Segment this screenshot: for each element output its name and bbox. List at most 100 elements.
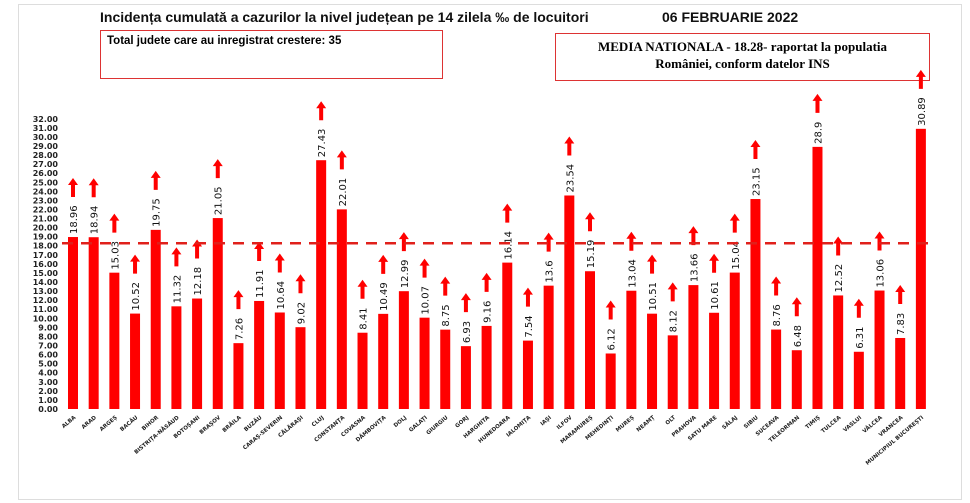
value-label-bg [67, 201, 79, 236]
up-arrow-icon [522, 287, 533, 307]
up-arrow-icon [647, 254, 658, 274]
y-tick-label: 4.00 [38, 369, 58, 378]
bar [419, 317, 430, 409]
y-tick-label: 18.00 [33, 242, 59, 251]
bar [460, 346, 471, 409]
up-arrow-icon [88, 178, 99, 198]
bar [543, 285, 554, 409]
value-label-bg [521, 310, 534, 339]
value-label: 10.49 [379, 282, 390, 311]
x-tick-label: BRĂILA [221, 414, 243, 434]
value-label: 7.54 [524, 315, 535, 337]
value-label-bg [170, 270, 183, 305]
up-arrow-icon [378, 254, 389, 274]
bar [874, 290, 885, 409]
y-tick-label: 23.00 [33, 196, 59, 205]
y-tick-label: 19.00 [33, 233, 59, 242]
up-arrow-icon [543, 232, 554, 252]
value-label-bg [377, 277, 390, 312]
value-label-bg [708, 276, 721, 311]
up-arrow-icon [109, 213, 120, 233]
y-tick-label: 7.00 [38, 342, 58, 351]
x-tick-label: ILFOV [556, 414, 574, 431]
value-label: 13.04 [627, 259, 638, 288]
y-tick-label: 30.00 [33, 133, 59, 142]
x-tick-label: ARGEȘ [99, 415, 119, 433]
value-label-bg [687, 249, 700, 284]
bar [791, 350, 802, 409]
bar [336, 209, 347, 409]
up-arrow-icon [357, 279, 368, 299]
value-label-bg [542, 255, 555, 284]
y-tick-label: 12.00 [33, 296, 59, 305]
value-label: 11.32 [172, 275, 183, 304]
bar [585, 271, 595, 409]
value-label-bg [894, 307, 907, 336]
value-label-bg [191, 262, 204, 297]
bar [564, 195, 575, 409]
value-label: 12.18 [193, 267, 204, 296]
up-arrow-icon [254, 241, 265, 261]
value-label: 10.51 [648, 282, 659, 311]
value-label-bg [87, 201, 100, 236]
national-average-box: MEDIA NATIONALA - 18.28- raportat la pop… [555, 33, 930, 81]
up-arrow-icon [750, 140, 761, 160]
bar [68, 237, 78, 409]
y-tick-label: 14.00 [33, 278, 59, 287]
value-label: 23.54 [565, 164, 576, 193]
up-arrow-icon [316, 101, 327, 121]
up-arrow-icon [585, 212, 595, 232]
up-arrow-icon [853, 298, 864, 318]
bar [440, 329, 451, 409]
bar [150, 229, 161, 409]
value-label: 22.01 [338, 178, 349, 207]
value-label: 10.52 [131, 282, 142, 311]
value-label: 18.96 [69, 205, 80, 234]
bar [398, 291, 409, 409]
y-tick-label: 0.00 [38, 405, 58, 414]
value-label-bg [294, 297, 307, 326]
bar [212, 218, 223, 409]
increase-count-box: Total judete care au inregistrat crester… [100, 30, 443, 79]
value-label-bg [480, 295, 493, 324]
up-arrow-icon [68, 178, 78, 198]
value-label-bg [211, 182, 224, 217]
up-arrow-icon [398, 232, 409, 252]
value-label: 8.76 [772, 304, 783, 326]
up-arrow-icon [212, 159, 223, 179]
value-label: 6.12 [607, 328, 618, 350]
value-label: 8.41 [359, 307, 370, 329]
value-label: 10.64 [276, 281, 287, 310]
bar [522, 340, 533, 409]
value-label: 9.16 [483, 301, 494, 323]
y-tick-label: 24.00 [33, 187, 59, 196]
x-tick-label: GIURGIU [426, 415, 450, 436]
value-label-bg [666, 305, 679, 334]
value-label-bg [418, 281, 431, 316]
value-label: 8.12 [669, 310, 680, 332]
bar [626, 290, 637, 409]
y-tick-label: 13.00 [33, 287, 59, 296]
y-tick-label: 27.00 [33, 160, 59, 169]
up-arrow-icon [605, 300, 616, 320]
x-tick-label: DOLJ [393, 415, 408, 429]
bar [750, 199, 761, 409]
bar [192, 298, 203, 409]
y-tick-label: 22.00 [33, 205, 59, 214]
x-tick-label: ARAD [81, 415, 98, 431]
up-arrow-icon [419, 258, 430, 278]
value-label: 15.04 [731, 241, 742, 270]
value-label: 6.31 [855, 327, 866, 349]
bar [88, 237, 99, 409]
x-tick-label: BACĂU [119, 414, 140, 433]
x-tick-label: NEAMȚ [636, 415, 657, 434]
value-label: 10.07 [421, 286, 432, 315]
value-label-bg [397, 255, 410, 290]
value-label-bg [584, 235, 596, 270]
value-label-bg [604, 323, 617, 352]
x-tick-label: MUREȘ [615, 415, 636, 434]
y-tick-label: 1.00 [38, 396, 58, 405]
x-tick-label: SIBIU [743, 415, 760, 430]
bar [274, 312, 285, 409]
value-label: 21.05 [214, 186, 225, 215]
